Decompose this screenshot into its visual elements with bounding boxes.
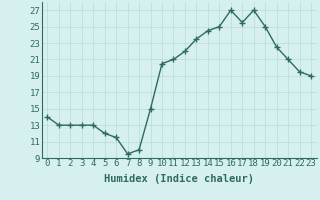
X-axis label: Humidex (Indice chaleur): Humidex (Indice chaleur) (104, 174, 254, 184)
